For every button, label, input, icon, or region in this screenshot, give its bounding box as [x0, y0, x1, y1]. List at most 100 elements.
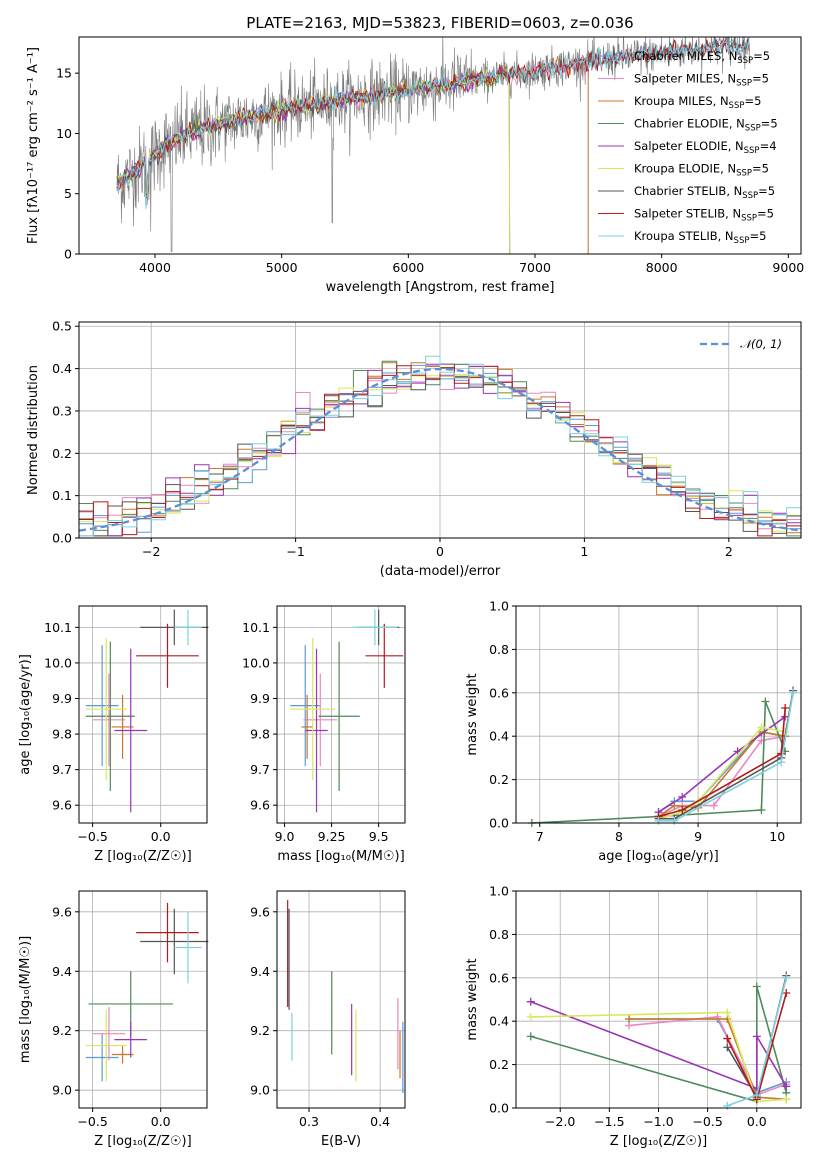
axes-frame: [276, 890, 406, 1109]
x-axis-label: Z [log₁₀(Z/Z☉)]: [610, 1134, 707, 1149]
residuals-panel: −2 −1 0 1 2 0.0 0.1 0.2 0.3 0.4 0.5 (data-model)/er…: [26, 319, 802, 579]
axes-frame: [78, 605, 208, 824]
legend-label-chabrier_stelib: Chabrier STELIB, NSSP=5: [634, 184, 775, 201]
normal-curve: [78, 367, 802, 532]
weight-marker-kroupa_stelib: [782, 973, 791, 982]
age_vs_mass-panel: 9.0 9.25 9.5 9.6 9.7 9.8 9.9 10.0 10.1 mass [log₁…: [242, 605, 406, 864]
x-tick-label: 0: [436, 544, 444, 559]
weight-marker-kroupa_stelib: [752, 1090, 761, 1099]
spectrum-panel: 4000 5000 6000 7000 8000 9000 0 5 10 15 wavelength…: [26, 14, 804, 295]
legend-normal-label: 𝒩(0, 1): [740, 337, 782, 351]
weight-marker-kroupa_elodie: [526, 1012, 535, 1021]
legend-label-kroupa_miles: Kroupa MILES, NSSP=5: [634, 94, 761, 111]
weight-marker-kroupa_stelib: [723, 1101, 732, 1110]
y-tick-label: 0.4: [489, 1014, 509, 1029]
legend-sub: SSP: [736, 79, 752, 89]
y-tick-label: 10.0: [44, 655, 72, 670]
weight-marker-salpeter_elodie: [782, 1082, 791, 1091]
x-tick-label: 0.0: [747, 1114, 767, 1129]
y-tick-label: 10.1: [242, 620, 270, 635]
y-axis-label: mass weight: [465, 673, 480, 755]
weight-series-kroupa_stelib: [658, 692, 794, 822]
legend-name: Kroupa MILES, N: [634, 94, 729, 108]
x-tick-label: 0.4: [370, 1114, 390, 1129]
histogram-salpeter_stelib: [79, 365, 801, 537]
legend-name: Kroupa ELODIE, N: [634, 162, 736, 176]
legend-name: Chabrier ELODIE, N: [634, 117, 745, 131]
age_vs_Z-panel: −0.5 0.0 9.6 9.7 9.8 9.9 10.0 10.1 Z [log₁₀(Z/Z☉…: [18, 605, 209, 864]
weight-series-salpeter_elodie: [658, 716, 786, 813]
x-tick-label: 0.0: [151, 829, 171, 844]
x-tick-label: 9.0: [275, 829, 295, 844]
y-tick-label: 0.1: [52, 488, 72, 503]
x-axis-label: age [log₁₀(age/yr)]: [598, 849, 719, 864]
legend-sub: SSP: [736, 169, 752, 179]
legend-sub: SSP: [742, 191, 758, 201]
y-axis-label: mass weight: [465, 958, 480, 1040]
y-tick-label: 0.4: [489, 729, 509, 744]
legend-label-chabrier_elodie: Chabrier ELODIE, NSSP=5: [634, 117, 778, 134]
x-tick-label: −0.5: [77, 1114, 107, 1129]
weight-marker-salpeter_elodie: [752, 1032, 761, 1041]
legend-label-chabrier_miles: Chabrier MILES, NSSP=5: [634, 49, 770, 66]
y-tick-label: 0.5: [52, 319, 72, 334]
legend-label-kroupa_stelib: Kroupa STELIB, NSSP=5: [634, 229, 766, 246]
y-tick-label: 9.7: [250, 762, 270, 777]
legend-label-salpeter_stelib: Salpeter STELIB, NSSP=5: [634, 207, 774, 224]
weight-series-salpeter_elodie: [530, 1000, 787, 1090]
x-tick-label: −2.0: [545, 1114, 575, 1129]
y-tick-label: 9.4: [52, 964, 72, 979]
legend-sub: SSP: [729, 101, 745, 111]
legend-label-salpeter_miles: Salpeter MILES, NSSP=5: [634, 72, 769, 89]
weight-series-salpeter_miles: [628, 1016, 787, 1096]
x-tick-label: 10: [769, 829, 785, 844]
massweight_vs_Z-panel: −2.0 −1.5 −1.0 −0.5 0.0 0.0 0.2 0.4 0.6 0.8 1.0 Z […: [465, 884, 802, 1149]
axes-frame: [78, 890, 208, 1109]
weight-series-chabrier_elodie: [531, 701, 786, 824]
legend-sub: SSP: [741, 214, 757, 224]
weight-marker-kroupa_elodie: [757, 723, 766, 732]
x-tick-label: 0.3: [299, 1114, 319, 1129]
x-tick-label: 8000: [646, 260, 678, 275]
weight-marker-kroupa_elodie: [723, 1008, 732, 1017]
y-tick-label: 9.6: [52, 904, 72, 919]
y-tick-label: 9.2: [52, 1023, 72, 1038]
y-tick-label: 10.0: [242, 655, 270, 670]
legend-suffix: =5: [744, 94, 761, 108]
y-tick-label: 0.0: [489, 816, 509, 831]
weight-marker-salpeter_stelib: [723, 1034, 732, 1043]
y-tick-label: 0.6: [489, 685, 509, 700]
y-tick-label: 0.2: [52, 446, 72, 461]
y-tick-label: 0: [64, 247, 72, 262]
weight-marker-salpeter_miles: [709, 801, 718, 810]
legend-name: Salpeter STELIB, N: [634, 207, 741, 221]
y-tick-label: 0.0: [52, 531, 72, 546]
weight-marker-kroupa_stelib: [789, 688, 798, 697]
legend-label-salpeter_elodie: Salpeter ELODIE, NSSP=4: [634, 139, 777, 156]
y-tick-label: 0.8: [489, 642, 509, 657]
y-tick-label: 0.8: [489, 927, 509, 942]
y-tick-label: 15: [56, 66, 72, 81]
x-tick-label: 8: [615, 829, 623, 844]
weight-marker-salpeter_stelib: [781, 703, 790, 712]
legend-sub: SSP: [745, 124, 761, 134]
chart-title: PLATE=2163, MJD=53823, FIBERID=0603, z=0…: [246, 14, 633, 32]
legend-name: Salpeter ELODIE, N: [634, 139, 744, 153]
massweight_vs_age-panel: 7 8 9 10 0.0 0.2 0.4 0.6 0.8 1.0 age [log₁₀(age/yr…: [465, 599, 802, 864]
y-tick-label: 9.8: [52, 727, 72, 742]
mass_vs_Z-panel: −0.5 0.0 9.0 9.2 9.4 9.6 Z [log₁₀(Z/Z☉)] mass […: [18, 890, 209, 1149]
x-tick-label: 9000: [772, 260, 804, 275]
x-axis-label: Z [log₁₀(Z/Z☉)]: [94, 849, 191, 864]
weight-marker-salpeter_elodie: [678, 792, 687, 801]
weight-marker-chabrier_elodie: [752, 982, 761, 991]
y-tick-label: 0.3: [52, 403, 72, 418]
x-tick-label: −0.5: [77, 829, 107, 844]
axes-frame: [515, 605, 802, 824]
weight-marker-kroupa_miles: [625, 1015, 634, 1024]
x-axis-label: (data-model)/error: [380, 564, 501, 579]
weight-marker-chabrier_elodie: [526, 1032, 535, 1041]
y-tick-label: 9.0: [250, 1083, 270, 1098]
axes-frame: [78, 36, 802, 255]
y-axis-label: mass [log₁₀(M/M☉)]: [18, 936, 33, 1063]
